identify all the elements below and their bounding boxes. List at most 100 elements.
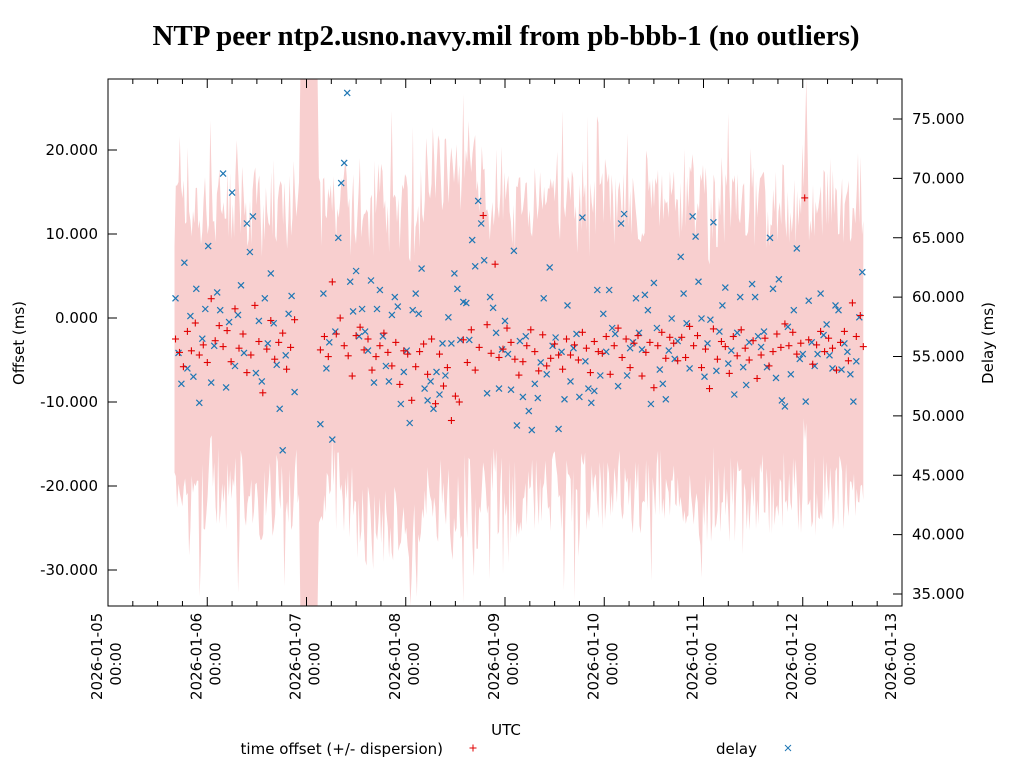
offset-point: [721, 343, 729, 351]
offset-point: [279, 329, 287, 337]
delay-point: [409, 306, 417, 314]
offset-point: [420, 340, 428, 348]
delay-point: [261, 294, 269, 302]
delay-point: [754, 332, 762, 340]
offset-point: [247, 351, 255, 359]
offset-point: [440, 382, 447, 390]
offset-point: [817, 327, 825, 335]
y2-tick-label: 45.000: [912, 466, 965, 484]
offset-point: [519, 358, 527, 366]
delay-point: [760, 328, 768, 336]
offset-point: [511, 355, 519, 363]
offset-point: [590, 338, 598, 345]
x-tick-label-date: 2026-01-05: [88, 613, 106, 700]
delay-point: [704, 339, 711, 347]
delay-point: [650, 279, 658, 287]
offset-point: [336, 314, 344, 322]
delay-point: [683, 319, 691, 327]
delay-point: [653, 324, 661, 332]
offset-point: [412, 363, 420, 371]
y-axis-label: Offset (ms): [10, 301, 28, 385]
offset-point: [251, 301, 259, 309]
x-tick-label-date: 2026-01-09: [485, 613, 503, 700]
delay-point: [325, 338, 333, 346]
offset-point: [259, 389, 267, 397]
delay-point: [388, 311, 396, 319]
delay-point: [709, 218, 717, 226]
offset-point: [555, 351, 563, 359]
delay-point: [489, 304, 497, 312]
offset-point: [801, 194, 809, 202]
offset-point: [344, 352, 352, 360]
delay-point: [343, 89, 351, 97]
offset-point: [610, 342, 618, 350]
offset-point: [451, 392, 459, 400]
delay-point: [617, 220, 625, 227]
delay-point: [276, 405, 284, 413]
delay-point: [231, 362, 239, 370]
delay-point: [748, 280, 756, 288]
y2-tick-label: 60.000: [912, 288, 965, 306]
offset-point: [713, 355, 721, 363]
y-tick-label: 0.000: [55, 309, 98, 327]
delay-point: [270, 319, 278, 327]
offset-point: [574, 356, 582, 364]
offset-point: [320, 333, 328, 340]
delay-point: [177, 380, 185, 388]
delay-point: [252, 369, 260, 377]
x-tick-label-time: 00:00: [405, 642, 423, 685]
offset-point: [219, 343, 227, 351]
x-tick-label-time: 00:00: [802, 642, 820, 685]
offset-point: [195, 351, 203, 359]
delay-point: [427, 377, 435, 385]
delay-point: [267, 269, 275, 277]
delay-point: [534, 394, 542, 402]
offset-point: [404, 350, 412, 358]
offset-point: [833, 366, 840, 374]
delay-point: [406, 419, 414, 427]
delay-point: [316, 420, 324, 428]
x-tick-label-time: 00:00: [206, 642, 224, 685]
delay-point: [385, 377, 393, 385]
offset-point: [658, 328, 666, 336]
offset-point: [531, 348, 539, 356]
offset-point: [650, 384, 658, 392]
offset-point: [578, 328, 586, 336]
offset-point: [765, 362, 773, 370]
delay-point: [225, 318, 233, 326]
offset-point: [594, 348, 602, 356]
delay-point: [695, 278, 702, 286]
offset-point: [840, 327, 848, 335]
delay-point: [733, 329, 741, 337]
offset-point: [507, 338, 515, 346]
delay-point: [718, 301, 726, 309]
y-tick-label: 20.000: [46, 141, 99, 159]
x-tick-label-date: 2026-01-08: [386, 613, 404, 700]
delay-point: [361, 328, 369, 336]
delay-point: [584, 385, 592, 393]
delay-point: [573, 330, 580, 338]
offset-point: [539, 331, 547, 339]
y2-tick-label: 50.000: [912, 407, 965, 425]
offset-point: [499, 345, 507, 353]
offset-point: [567, 351, 574, 359]
delay-point: [495, 385, 503, 393]
offset-point: [384, 348, 392, 356]
offset-point: [463, 359, 471, 366]
delay-point: [662, 395, 670, 403]
delay-point: [596, 372, 604, 379]
offset-point: [459, 336, 467, 344]
offset-point: [821, 348, 829, 356]
offset-point: [291, 316, 299, 324]
delay-point: [623, 372, 631, 379]
x-tick-label-date: 2026-01-13: [882, 613, 900, 700]
x-tick-label-date: 2026-01-10: [584, 613, 602, 700]
delay-point: [712, 367, 720, 375]
offset-point: [725, 369, 733, 377]
offset-point: [694, 332, 701, 340]
offset-point: [491, 260, 499, 268]
y2-tick-label: 75.000: [912, 110, 965, 128]
y-tick-label: -30.000: [40, 561, 98, 579]
delay-point: [400, 368, 408, 376]
delay-point: [805, 297, 813, 305]
